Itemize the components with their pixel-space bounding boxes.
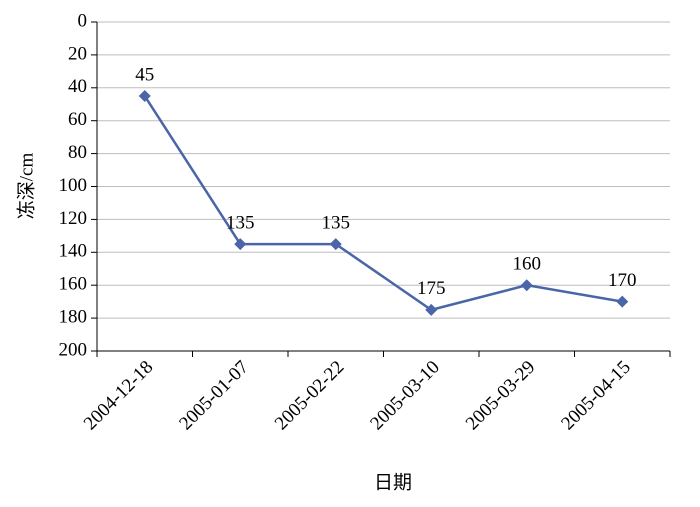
y-tick-label: 100 (59, 175, 88, 196)
x-tick-label: 2004-12-18 (80, 357, 158, 435)
y-tick-label: 160 (59, 274, 88, 295)
x-tick-label: 2005-03-10 (366, 357, 444, 435)
point (520, 279, 533, 292)
x-tick-label: 2005-04-15 (557, 357, 635, 435)
series-line (143, 95, 623, 312)
point (329, 238, 342, 251)
data-label: 160 (513, 254, 542, 275)
y-tick-label: 140 (59, 241, 88, 262)
data-label: 175 (417, 278, 446, 299)
x-tick-label: 2005-02-22 (271, 357, 349, 435)
data-label: 170 (608, 270, 637, 291)
y-tick-label: 180 (59, 306, 88, 327)
point (616, 295, 629, 308)
x-tick-label: 2005-01-07 (175, 357, 253, 435)
y-tick-label: 120 (59, 208, 88, 229)
data-label: 135 (322, 212, 351, 233)
y-tick-label: 0 (78, 10, 88, 31)
point (425, 303, 438, 316)
x-tick-label: 2005-03-29 (462, 357, 540, 435)
y-tick-label: 200 (59, 339, 88, 360)
y-tick-label: 40 (68, 76, 87, 97)
y-tick-label: 60 (68, 109, 87, 130)
y-tick-label: 80 (68, 142, 87, 163)
point (234, 238, 247, 251)
y-tick-label: 20 (68, 43, 87, 64)
x-axis-label: 日期 (374, 471, 412, 493)
data-label: 135 (226, 212, 255, 233)
point (138, 90, 151, 103)
data-label: 45 (135, 64, 154, 85)
y-axis-label: 冻深/cm (15, 153, 37, 220)
